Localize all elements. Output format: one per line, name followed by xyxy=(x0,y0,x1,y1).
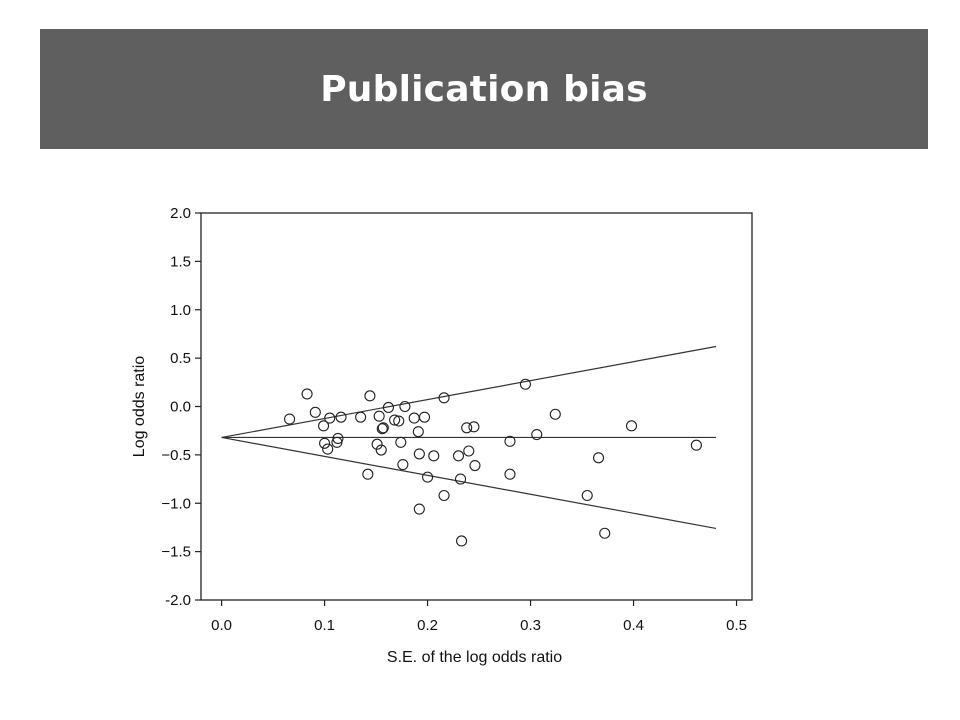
data-point xyxy=(469,459,481,472)
data-point xyxy=(382,401,394,414)
y-tick-label: 1.0 xyxy=(170,302,191,319)
data-point xyxy=(504,468,516,480)
data-point xyxy=(599,527,611,539)
data-point xyxy=(364,390,376,402)
y-tick-label: 0.0 xyxy=(170,399,191,416)
x-tick-label: 0.2 xyxy=(417,617,438,634)
y-tick-label: 2.0 xyxy=(170,205,191,222)
data-point xyxy=(504,435,516,447)
y-tick-label: 1.5 xyxy=(170,253,191,270)
data-point xyxy=(322,443,334,455)
data-point xyxy=(468,421,480,433)
data-point xyxy=(438,489,450,502)
data-point xyxy=(581,489,593,502)
x-axis-title: S.E. of the log odds ratio xyxy=(387,649,562,666)
plot-frame xyxy=(200,212,753,601)
data-point xyxy=(418,411,431,423)
funnel-upper-line xyxy=(221,345,717,439)
data-point xyxy=(393,415,405,427)
x-tick-label: 0.1 xyxy=(314,617,335,634)
data-point xyxy=(335,411,347,423)
data-point xyxy=(324,412,336,424)
data-point xyxy=(332,432,344,444)
x-tick-label: 0.3 xyxy=(520,617,541,634)
y-tick-label: -2.0 xyxy=(165,592,191,609)
data-point xyxy=(519,378,531,390)
x-tick-label: 0.5 xyxy=(726,617,747,634)
data-point xyxy=(389,414,401,426)
data-point xyxy=(375,444,387,456)
data-point xyxy=(592,452,605,464)
data-point xyxy=(456,535,468,547)
data-point xyxy=(301,388,313,400)
y-axis-title: Log odds ratio xyxy=(131,356,148,458)
data-point xyxy=(413,503,425,515)
data-point xyxy=(461,422,473,434)
data-point xyxy=(422,471,434,483)
y-tick-label: −0.5 xyxy=(161,447,191,464)
data-point xyxy=(452,450,465,462)
data-point xyxy=(438,392,450,404)
data-point xyxy=(463,445,475,457)
data-point xyxy=(377,422,389,434)
data-point xyxy=(362,468,374,480)
x-tick-label: 0.4 xyxy=(623,617,644,634)
data-point xyxy=(531,429,543,441)
title-bar: Publication bias xyxy=(40,29,928,149)
data-point xyxy=(395,436,407,448)
data-point xyxy=(376,423,388,435)
data-point xyxy=(412,426,424,438)
data-point xyxy=(309,406,321,418)
data-point xyxy=(549,408,561,420)
data-point xyxy=(397,458,409,471)
plot-layer: 2.0 1.5 1.0 0.5 0.0 −0.5 −1.0 −1.5 -2.0 0.0 0.1 0.2… xyxy=(131,205,753,666)
data-point xyxy=(413,448,425,460)
x-tick-label: 0.0 xyxy=(211,617,232,634)
y-tick-label: −1.0 xyxy=(161,495,191,512)
data-point xyxy=(399,400,411,413)
data-point xyxy=(454,473,467,485)
data-point xyxy=(373,410,385,422)
data-point xyxy=(284,413,296,425)
y-tick-label: −1.5 xyxy=(161,544,191,561)
data-point xyxy=(690,439,702,451)
slide-title: Publication bias xyxy=(320,68,648,110)
data-point xyxy=(371,438,383,450)
y-tick-label: 0.5 xyxy=(170,350,191,367)
data-point xyxy=(428,450,440,462)
data-point xyxy=(355,411,367,423)
data-point xyxy=(625,420,638,432)
data-point xyxy=(318,420,330,432)
data-point xyxy=(319,437,331,449)
funnel-lower-line xyxy=(221,436,717,529)
data-point xyxy=(408,412,420,424)
